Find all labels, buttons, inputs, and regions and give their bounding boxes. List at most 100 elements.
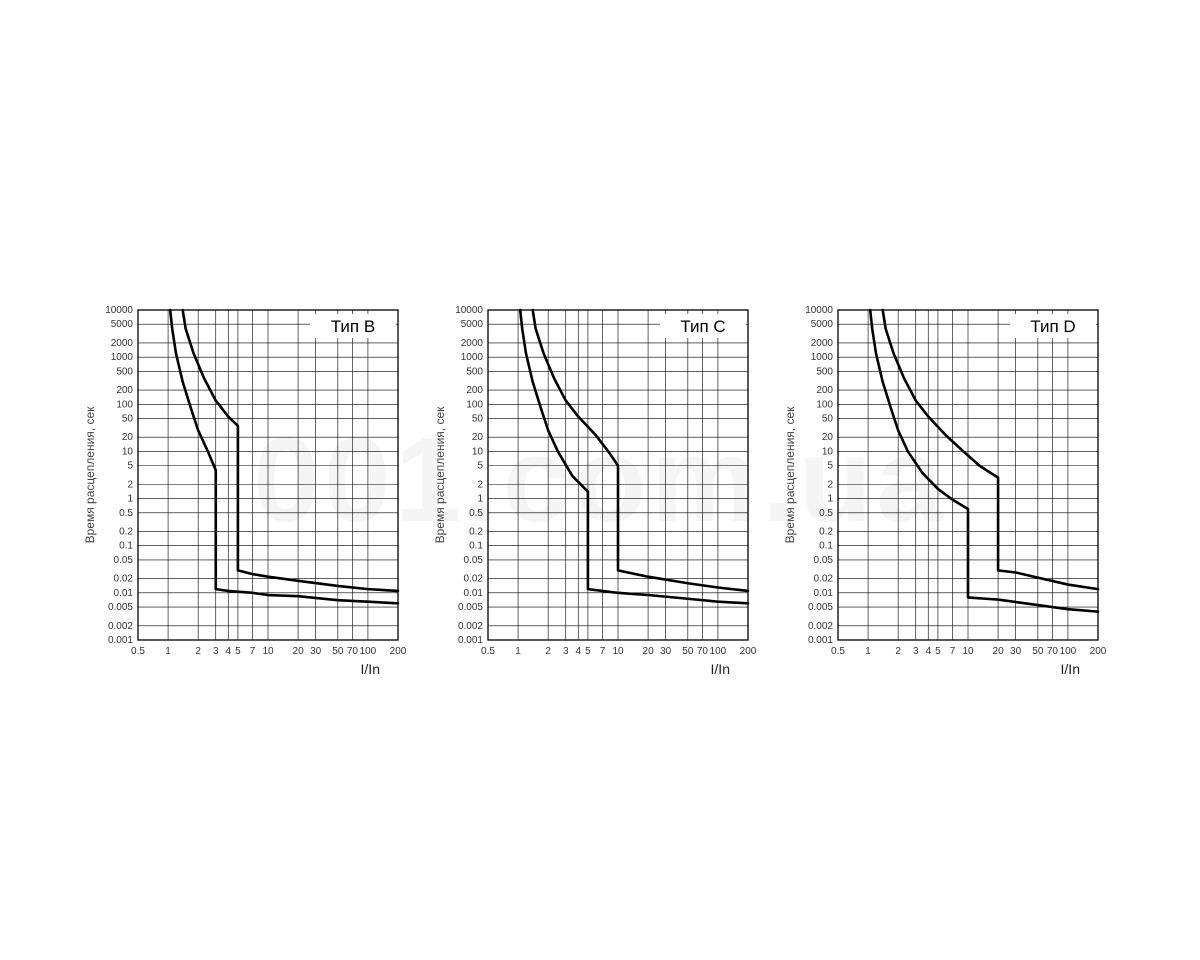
- svg-text:0.1: 0.1: [469, 541, 483, 552]
- svg-text:0.002: 0.002: [108, 621, 133, 632]
- svg-text:0.5: 0.5: [831, 646, 845, 657]
- svg-text:I/In: I/In: [361, 661, 380, 677]
- svg-text:3: 3: [913, 646, 919, 657]
- svg-text:0.01: 0.01: [114, 588, 134, 599]
- svg-text:0.5: 0.5: [469, 508, 483, 519]
- svg-text:1: 1: [127, 494, 133, 505]
- svg-text:0.01: 0.01: [814, 588, 834, 599]
- svg-text:200: 200: [116, 385, 133, 396]
- svg-text:50: 50: [1032, 646, 1044, 657]
- svg-text:0.2: 0.2: [469, 527, 483, 538]
- svg-text:100: 100: [116, 399, 133, 410]
- svg-text:3: 3: [213, 646, 219, 657]
- svg-text:Тип B: Тип B: [331, 317, 375, 336]
- svg-text:0.1: 0.1: [819, 541, 833, 552]
- svg-text:0.05: 0.05: [464, 555, 484, 566]
- svg-text:1000: 1000: [111, 352, 134, 363]
- svg-text:100: 100: [816, 399, 833, 410]
- svg-text:0.5: 0.5: [119, 508, 133, 519]
- svg-text:5000: 5000: [111, 319, 134, 330]
- svg-text:20: 20: [122, 432, 134, 443]
- svg-text:2: 2: [477, 479, 483, 490]
- svg-text:1: 1: [827, 494, 833, 505]
- svg-text:1: 1: [165, 646, 171, 657]
- svg-text:5: 5: [585, 646, 591, 657]
- svg-text:50: 50: [682, 646, 694, 657]
- svg-text:50: 50: [822, 413, 834, 424]
- svg-text:3: 3: [563, 646, 569, 657]
- svg-text:5000: 5000: [811, 319, 834, 330]
- svg-text:Время расцепления, сек: Время расцепления, сек: [83, 406, 97, 544]
- svg-text:0.5: 0.5: [481, 646, 495, 657]
- svg-text:20: 20: [643, 646, 655, 657]
- svg-text:7: 7: [950, 646, 956, 657]
- svg-text:0.02: 0.02: [114, 574, 134, 585]
- svg-text:50: 50: [122, 413, 134, 424]
- svg-text:5: 5: [235, 646, 241, 657]
- svg-text:10: 10: [122, 446, 134, 457]
- svg-text:0.02: 0.02: [464, 574, 484, 585]
- svg-text:500: 500: [816, 366, 833, 377]
- svg-text:0.5: 0.5: [819, 508, 833, 519]
- svg-text:20: 20: [472, 432, 484, 443]
- svg-text:0.1: 0.1: [119, 541, 133, 552]
- svg-text:0.02: 0.02: [814, 574, 834, 585]
- svg-text:4: 4: [225, 646, 231, 657]
- svg-text:10: 10: [612, 646, 624, 657]
- svg-text:500: 500: [466, 366, 483, 377]
- svg-text:70: 70: [1047, 646, 1059, 657]
- chart-type-c: 0.512345710203050701002000.0010.0020.005…: [430, 300, 770, 700]
- svg-text:0.5: 0.5: [131, 646, 145, 657]
- svg-text:2: 2: [195, 646, 201, 657]
- svg-text:100: 100: [466, 399, 483, 410]
- svg-text:20: 20: [993, 646, 1005, 657]
- svg-text:4: 4: [575, 646, 581, 657]
- svg-text:10: 10: [262, 646, 274, 657]
- svg-text:10000: 10000: [805, 305, 833, 316]
- svg-text:0.005: 0.005: [458, 602, 483, 613]
- svg-text:100: 100: [710, 646, 727, 657]
- svg-text:4: 4: [925, 646, 931, 657]
- svg-text:1: 1: [865, 646, 871, 657]
- svg-text:200: 200: [390, 646, 407, 657]
- svg-text:I/In: I/In: [711, 661, 730, 677]
- chart-type-b: 0.512345710203050701002000.0010.0020.005…: [80, 300, 420, 700]
- svg-text:0.001: 0.001: [458, 635, 483, 646]
- svg-text:20: 20: [293, 646, 305, 657]
- svg-text:30: 30: [1010, 646, 1022, 657]
- svg-text:2000: 2000: [111, 338, 134, 349]
- svg-text:100: 100: [1060, 646, 1077, 657]
- svg-text:500: 500: [116, 366, 133, 377]
- svg-text:Тип C: Тип C: [680, 317, 725, 336]
- svg-text:2: 2: [127, 479, 133, 490]
- svg-text:200: 200: [816, 385, 833, 396]
- svg-text:0.002: 0.002: [808, 621, 833, 632]
- svg-text:2000: 2000: [461, 338, 484, 349]
- svg-text:5: 5: [827, 461, 833, 472]
- svg-text:10: 10: [822, 446, 834, 457]
- svg-text:0.05: 0.05: [114, 555, 134, 566]
- svg-text:10: 10: [472, 446, 484, 457]
- svg-text:200: 200: [466, 385, 483, 396]
- svg-text:2: 2: [545, 646, 551, 657]
- svg-text:0.001: 0.001: [108, 635, 133, 646]
- svg-text:30: 30: [660, 646, 672, 657]
- svg-text:0.005: 0.005: [108, 602, 133, 613]
- svg-text:70: 70: [697, 646, 709, 657]
- svg-text:5000: 5000: [461, 319, 484, 330]
- svg-text:5: 5: [477, 461, 483, 472]
- svg-text:Время расцепления, сек: Время расцепления, сек: [433, 406, 447, 544]
- svg-text:50: 50: [472, 413, 484, 424]
- svg-text:I/In: I/In: [1061, 661, 1080, 677]
- svg-text:10000: 10000: [455, 305, 483, 316]
- svg-text:0.01: 0.01: [464, 588, 484, 599]
- svg-text:0.05: 0.05: [814, 555, 834, 566]
- svg-text:200: 200: [740, 646, 757, 657]
- svg-text:1: 1: [477, 494, 483, 505]
- svg-text:30: 30: [310, 646, 322, 657]
- page: 001.com.ua 0.512345710203050701002000.00…: [0, 0, 1200, 960]
- svg-text:0.005: 0.005: [808, 602, 833, 613]
- svg-text:200: 200: [1090, 646, 1107, 657]
- svg-text:2: 2: [827, 479, 833, 490]
- svg-text:100: 100: [360, 646, 377, 657]
